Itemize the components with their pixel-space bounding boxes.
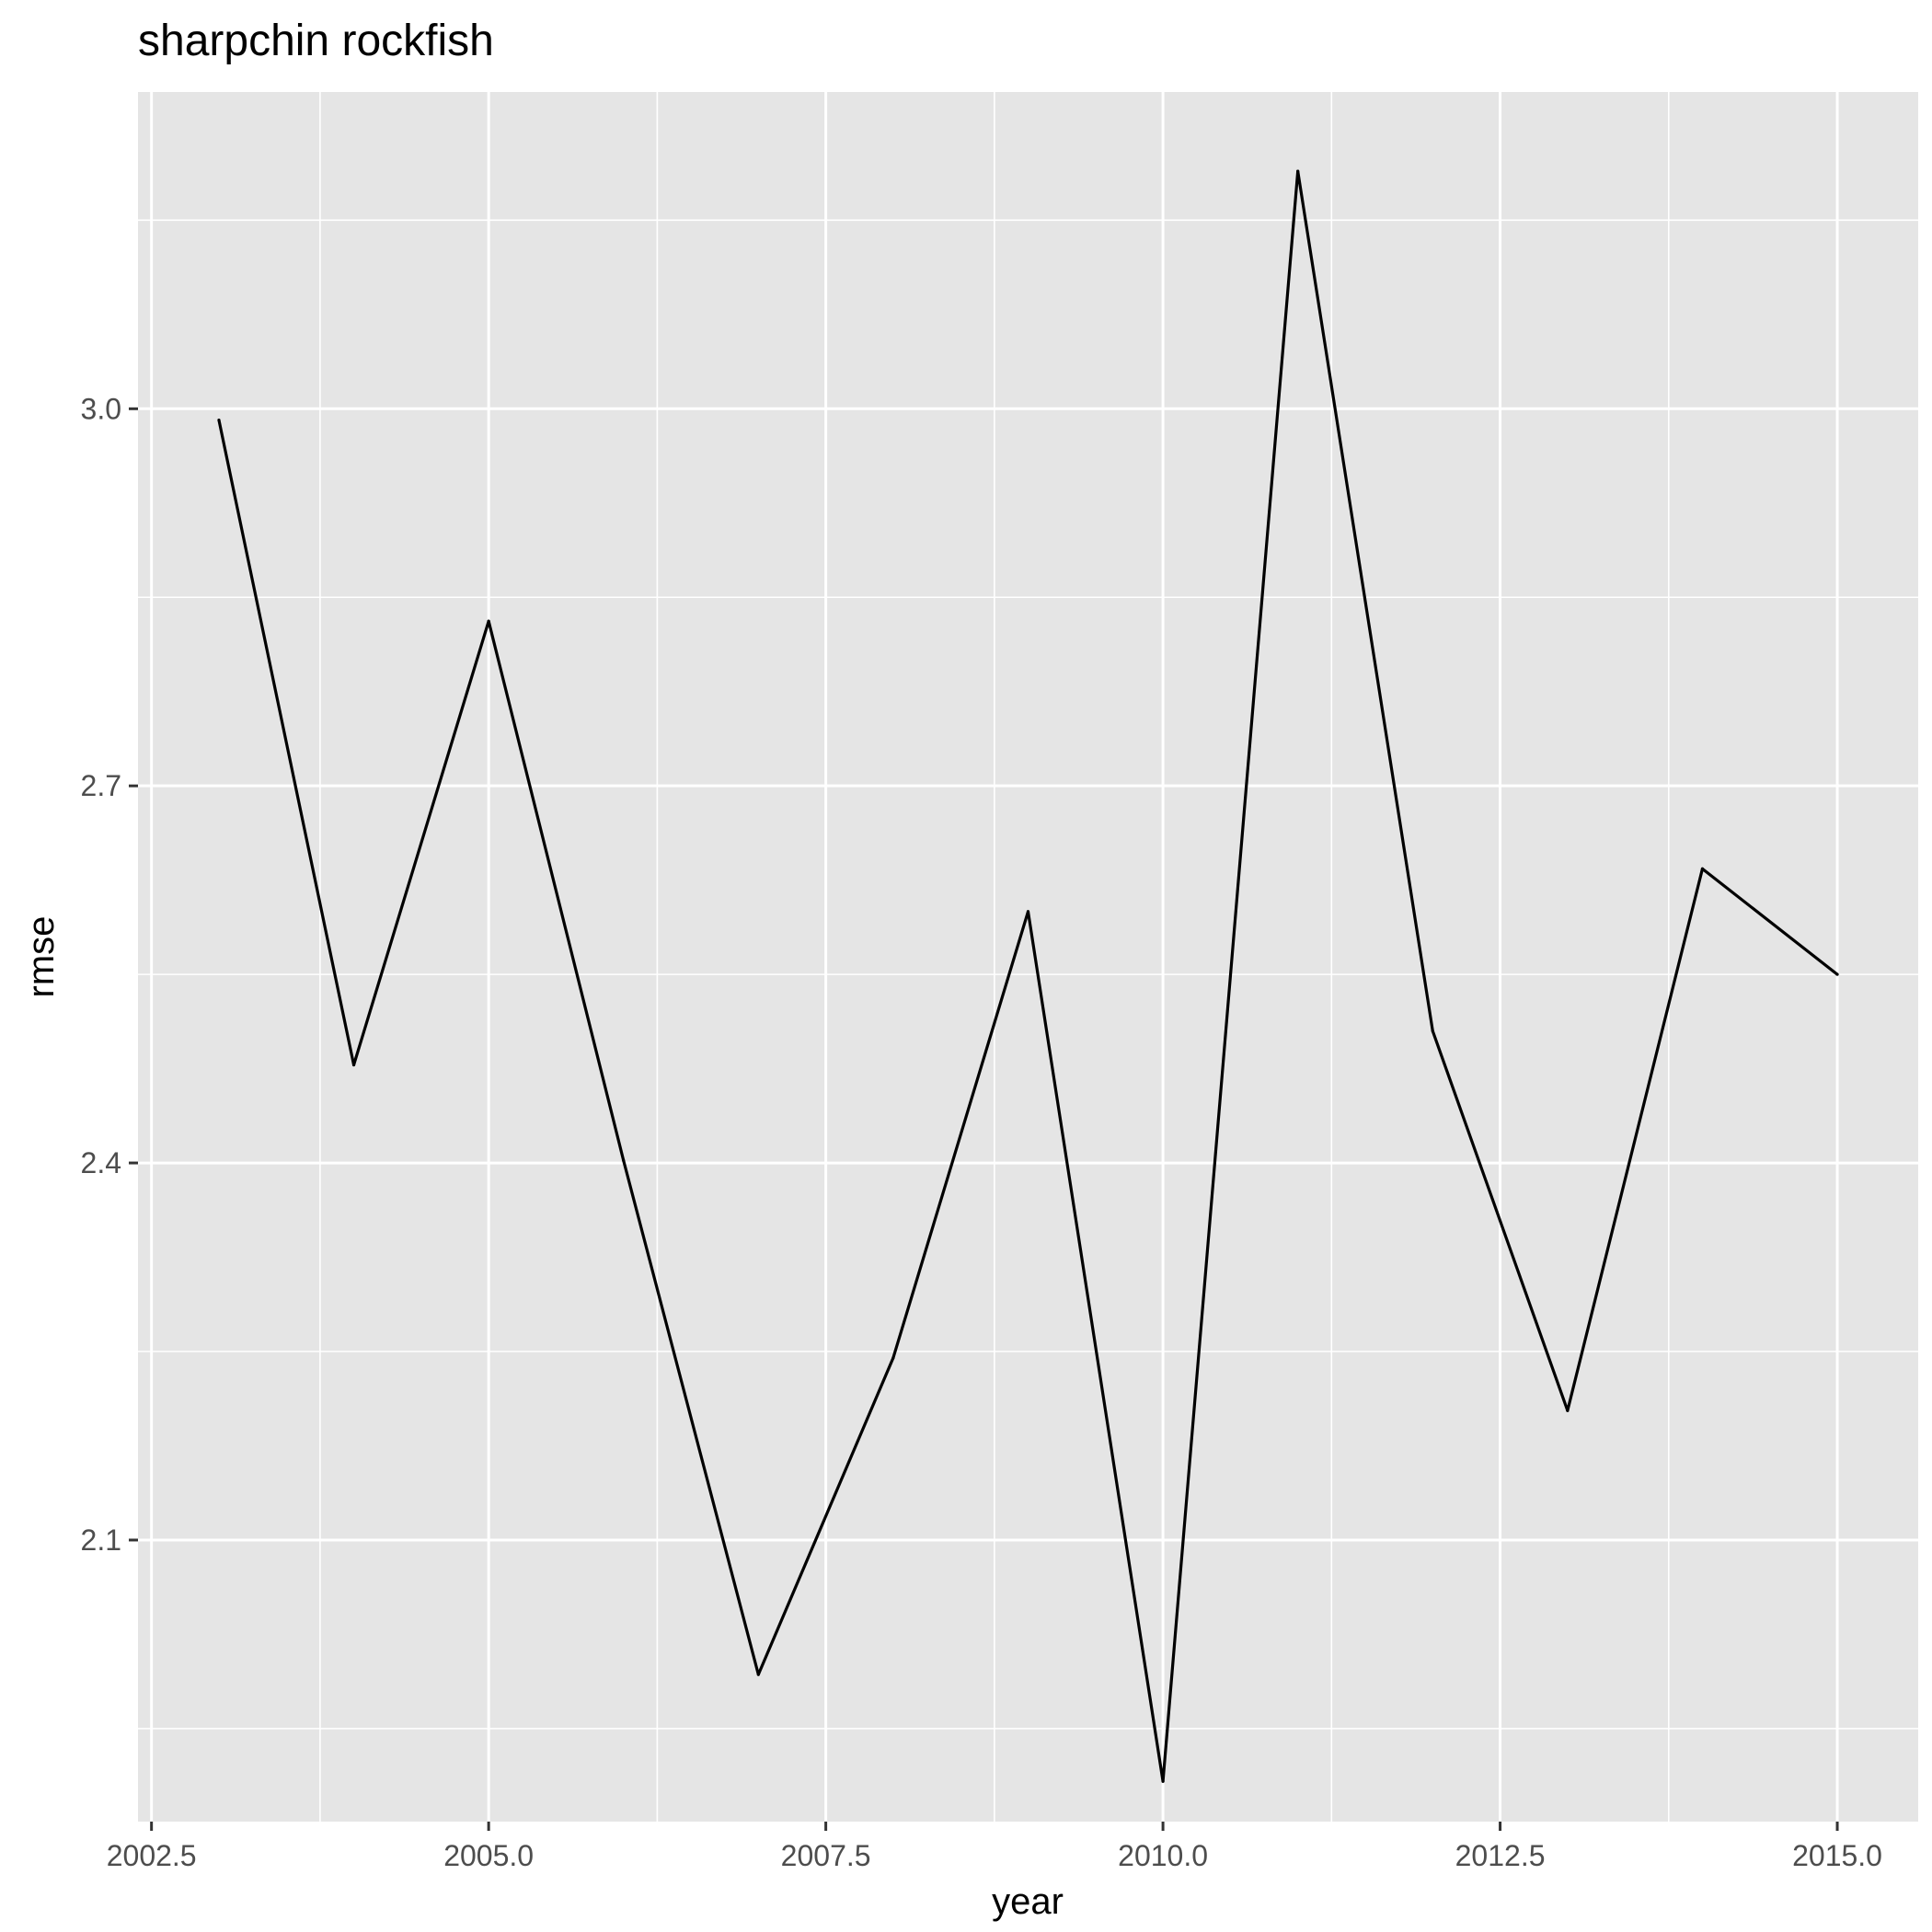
y-tick-label: 3.0	[81, 392, 121, 425]
data-point	[1566, 1409, 1570, 1412]
data-point	[1296, 169, 1300, 173]
data-point	[351, 1063, 356, 1067]
y-tick-label: 2.1	[81, 1524, 121, 1557]
plot-panel	[138, 92, 1918, 1822]
data-point	[487, 619, 490, 623]
x-axis-title: year	[992, 1881, 1064, 1922]
data-point	[217, 418, 221, 422]
data-point	[891, 1356, 895, 1360]
x-tick-label: 2012.5	[1455, 1839, 1546, 1872]
data-point	[1835, 972, 1839, 976]
data-point	[756, 1673, 760, 1676]
tick-labels: 2002.5 2005.0 2007.5 2010.0 2012.5 2015.0 2.1 2…	[81, 392, 1882, 1872]
data-point	[1161, 1779, 1165, 1783]
series-layer	[217, 169, 1839, 1783]
x-tick-label: 2010.0	[1118, 1839, 1208, 1872]
y-axis-title: rmse	[21, 916, 62, 998]
x-tick-label: 2007.5	[781, 1839, 871, 1872]
data-point	[1026, 910, 1030, 914]
x-tick-label: 2005.0	[443, 1839, 534, 1872]
data-point	[1431, 1029, 1434, 1033]
major-grid	[138, 92, 1918, 1822]
x-tick-label: 2002.5	[107, 1839, 197, 1872]
x-tick-label: 2015.0	[1792, 1839, 1882, 1872]
data-point	[622, 1158, 626, 1162]
axis-ticks	[129, 407, 1839, 1831]
y-tick-label: 2.4	[81, 1146, 121, 1179]
chart-title: sharpchin rockfish	[138, 17, 494, 65]
y-tick-label: 2.7	[81, 769, 121, 802]
data-point	[1700, 867, 1705, 870]
